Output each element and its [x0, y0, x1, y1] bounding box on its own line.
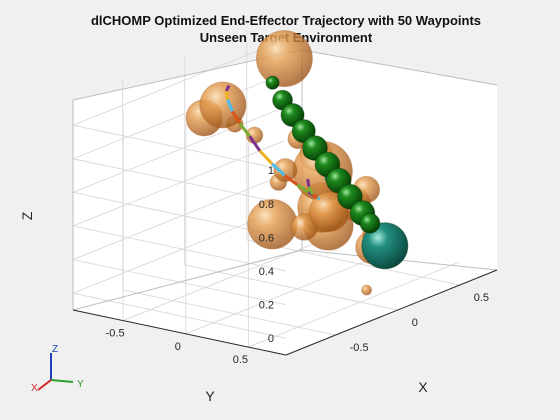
trajectory-segment: [226, 99, 234, 112]
obstacle-sphere: [273, 158, 298, 183]
trajectory-segment: [307, 185, 314, 196]
robot-collision-sphere: [359, 212, 381, 234]
y-tick-label: 0.5: [233, 354, 248, 366]
gizmo-y-axis: [50, 379, 74, 383]
trajectory-segment: [258, 149, 274, 165]
z-axis-ticks: 0 0.2 0.4 0.6 0.8 1: [259, 165, 274, 345]
robot-layer: [265, 75, 409, 270]
gizmo-y-label: Y: [77, 379, 84, 390]
trajectory-segment: [271, 162, 286, 177]
y-axis-ticks: -0.5 0 0.5: [106, 328, 248, 366]
z-tick-label: 1: [268, 165, 274, 177]
chart-title-line-1: dlCHOMP Optimized End-Effector Trajector…: [91, 13, 481, 28]
trajectory-segment: [248, 135, 261, 152]
x-grid-line: [246, 30, 460, 286]
orientation-gizmo: Z Y X: [31, 344, 84, 394]
floor-pane: [73, 250, 497, 355]
trajectory-segment: [283, 174, 299, 186]
gizmo-z-label: Z: [52, 344, 58, 355]
obstacle-sphere: [361, 284, 373, 296]
front-axis-lines: [72, 269, 498, 356]
obstacle-sphere: [255, 30, 313, 88]
z-tick-label: 0.8: [259, 199, 274, 211]
robot-collision-sphere: [265, 75, 280, 90]
x-grid-line: [184, 55, 398, 311]
trajectory-segment: [238, 122, 251, 138]
trajectory-segment: [316, 196, 321, 201]
robot-collision-sphere: [280, 103, 305, 128]
y-tick-label: 0: [175, 341, 181, 353]
z-tick-label: 0: [268, 333, 274, 345]
y-axis-label: Y: [205, 388, 215, 404]
trajectory-segment: [231, 110, 242, 125]
trajectory-segment: [306, 178, 311, 187]
robot-collision-sphere: [291, 119, 316, 144]
x-tick-label: -0.5: [350, 342, 369, 354]
y-tick-label: -0.5: [106, 328, 125, 340]
trajectory-segment: [224, 84, 231, 92]
z-axis-label: Z: [19, 211, 35, 220]
z-tick-label: 0.2: [259, 300, 274, 312]
gizmo-x-axis: [37, 379, 52, 391]
robot-collision-sphere: [361, 222, 409, 270]
trajectory-segment: [224, 91, 230, 100]
x-tick-label: 0.5: [474, 292, 489, 304]
x-tick-label: 0: [412, 317, 418, 329]
z-tick-label: 0.4: [259, 266, 274, 278]
trajectory-layer: [224, 84, 321, 201]
x-axis-label: X: [418, 379, 428, 395]
z-tick-label: 0.6: [259, 232, 274, 244]
trajectory-segment: [311, 193, 319, 199]
trajectory-segment: [296, 183, 310, 194]
x-axis-ticks: -0.5 0 0.5: [350, 292, 489, 354]
gizmo-x-label: X: [31, 383, 38, 394]
